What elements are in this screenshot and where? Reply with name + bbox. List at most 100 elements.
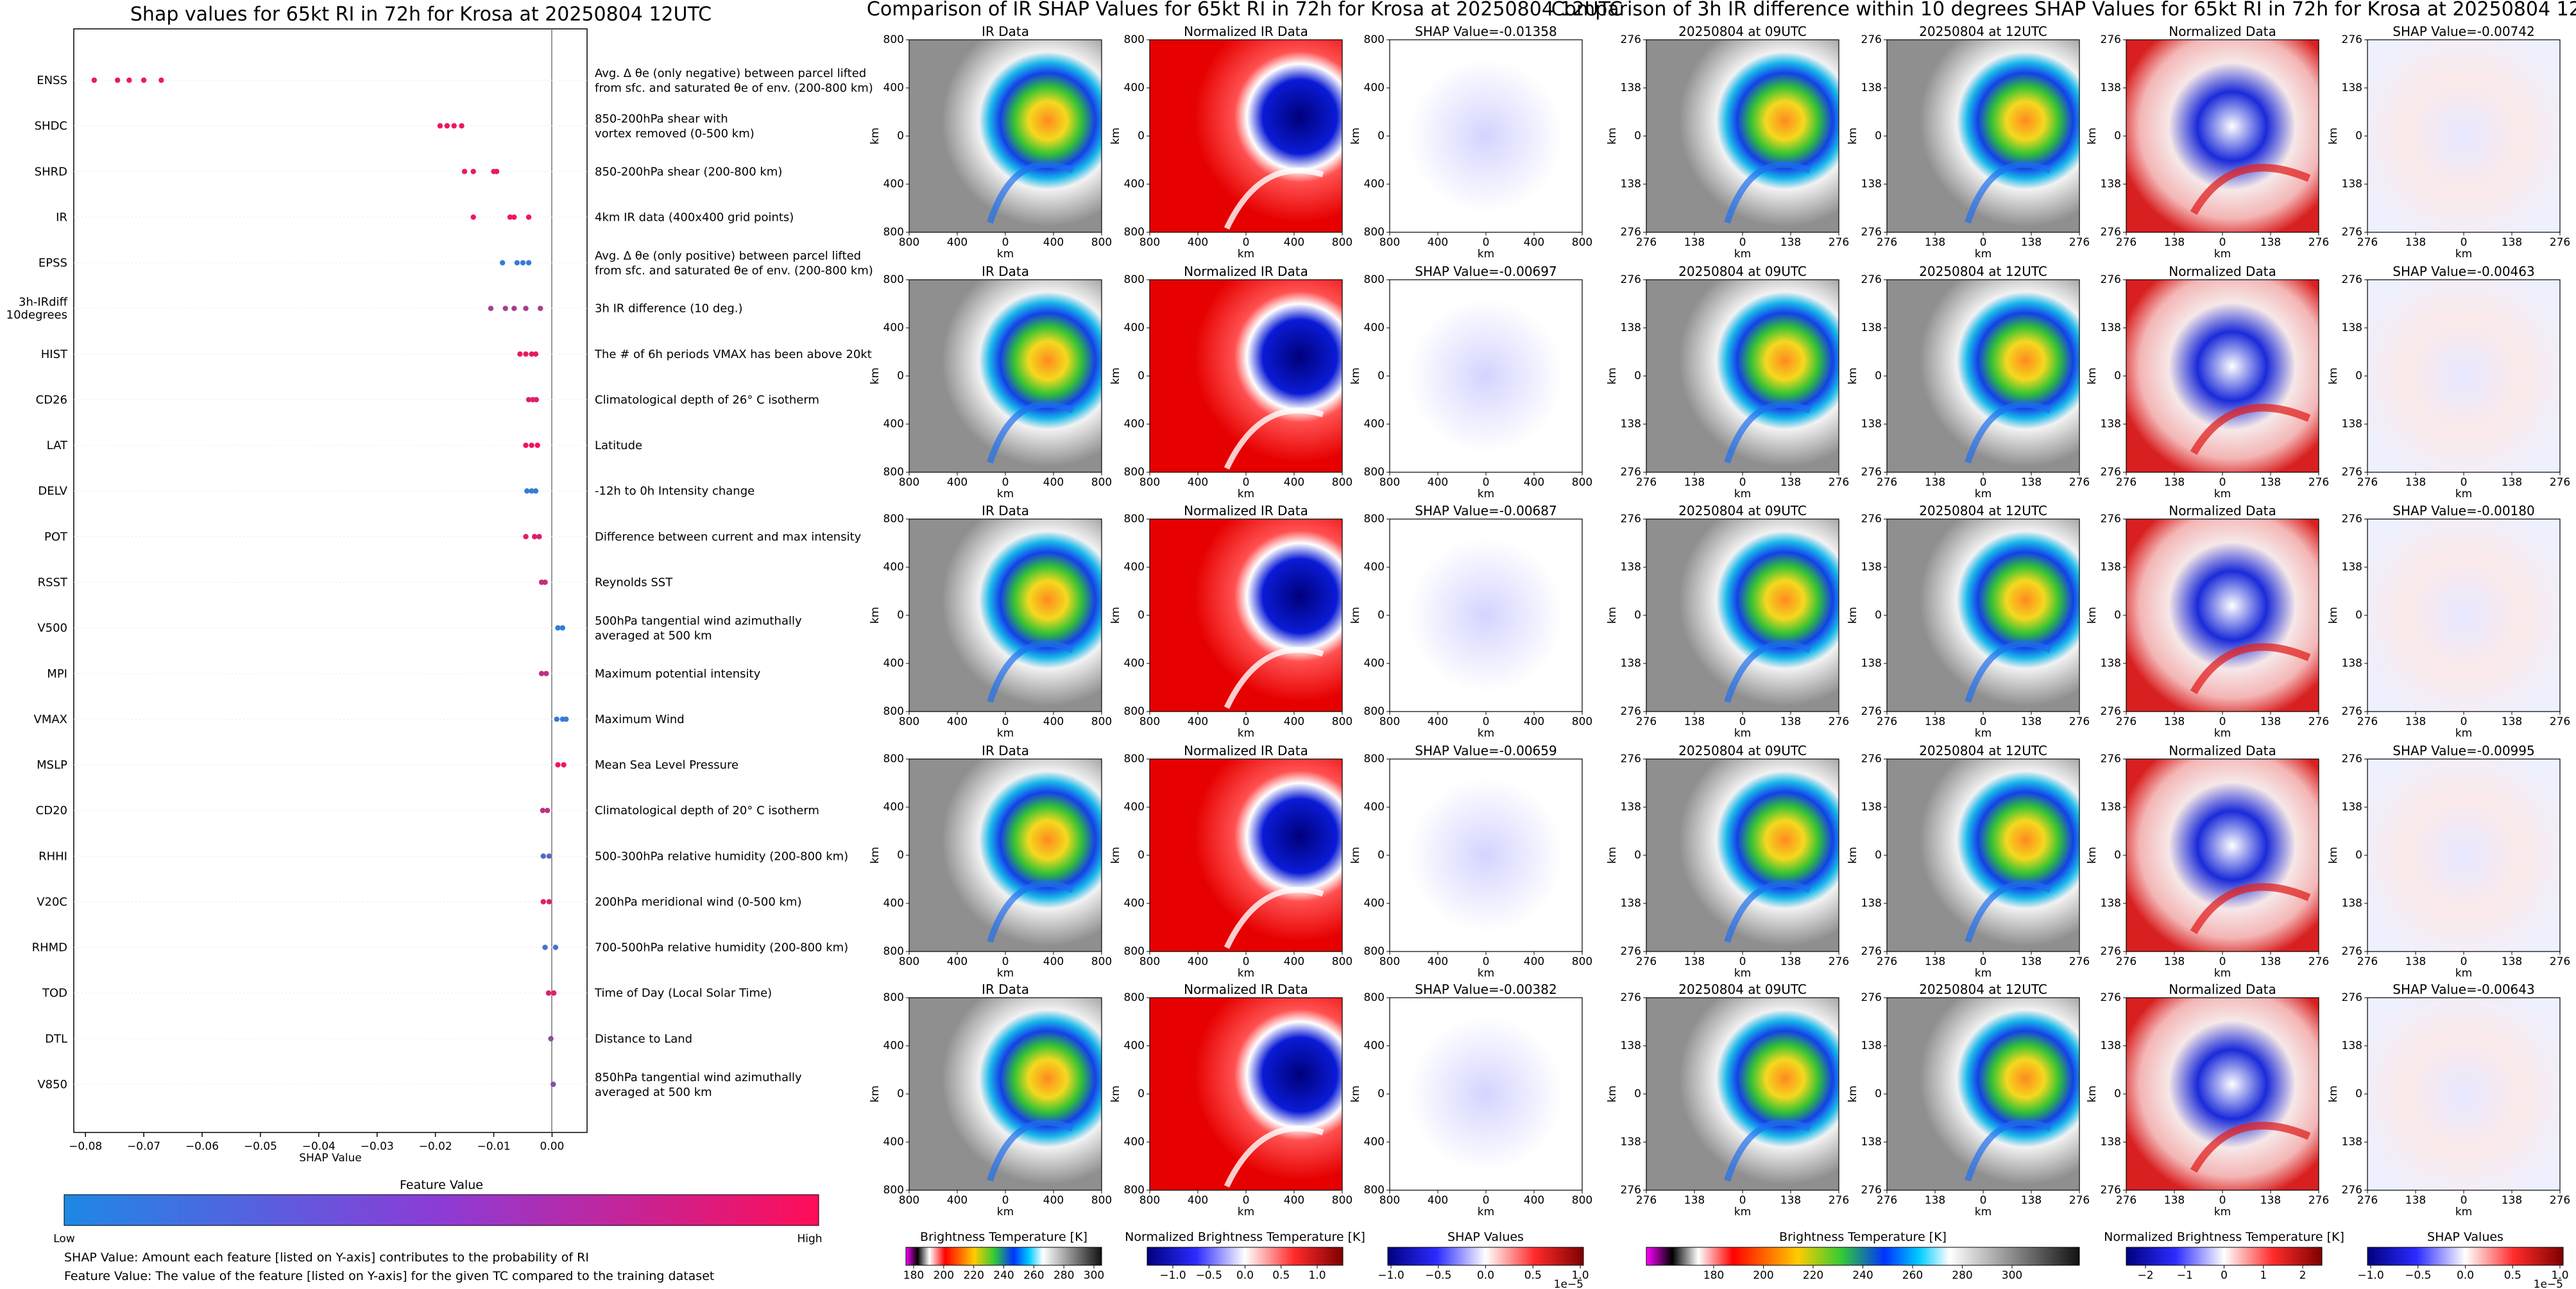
feature-name-line: V500 [37, 622, 67, 635]
shap-point [525, 214, 532, 220]
x-tick-label: 276 [1877, 715, 1897, 728]
feature-value-colorbar-title: Feature Value [400, 1178, 483, 1192]
x-tick-label: 138 [2021, 955, 2042, 968]
x-axis-label: km [1238, 727, 1254, 740]
feature-name-line: POT [44, 530, 68, 543]
y-tick-label: 800 [1124, 945, 1145, 958]
feature-description-line: Distance to Land [595, 1032, 692, 1046]
feature-name-label: LAT [47, 439, 68, 452]
y-tick-label: 138 [1861, 801, 1882, 814]
shap-point [533, 488, 539, 494]
y-tick-label: 400 [883, 561, 904, 574]
shap-point [540, 853, 547, 859]
y-tick-label: 0 [1634, 130, 1641, 142]
cloud-band [2190, 643, 2311, 694]
y-tick-label: 276 [2101, 33, 2121, 46]
feature-name-line: V20C [37, 895, 67, 909]
x-tick-label: 276 [2550, 715, 2570, 728]
colorbar [2367, 1247, 2564, 1266]
feature-name-line: ENSS [37, 74, 67, 87]
x-tick-label: 0 [1002, 236, 1009, 249]
shap-point [511, 214, 517, 220]
x-axis-label: km [2214, 967, 2231, 980]
colorbar-low-label: Low [53, 1233, 75, 1245]
image-subplot-title: SHAP Value=-0.00742 [2393, 24, 2534, 39]
colorbar-title: Brightness Temperature [K] [1779, 1230, 1947, 1244]
colorbar-tick-label: 220 [1803, 1269, 1823, 1282]
x-axis-label: km [997, 967, 1014, 980]
y-tick-label: 0 [2355, 1088, 2362, 1100]
colorbar-title: SHAP Values [2427, 1230, 2503, 1244]
y-tick-label: 138 [1621, 657, 1641, 670]
y-tick-label: 800 [1124, 466, 1145, 479]
cloud-band [1224, 1125, 1324, 1188]
image-subplot-title: 20250804 at 12UTC [1919, 503, 2047, 518]
y-tick-label: 138 [1861, 897, 1882, 910]
y-tick-label: 276 [1621, 991, 1641, 1004]
feature-value-colorbar [64, 1194, 819, 1226]
x-tick-label: 400 [1524, 955, 1544, 968]
y-tick-label: 276 [1621, 1184, 1641, 1197]
shap-point [459, 123, 465, 129]
x-tick-label: 276 [2069, 476, 2090, 489]
feature-name-label: SHDC [35, 119, 67, 133]
colorbar-tick-label: 220 [963, 1269, 984, 1282]
colorbar-tick-label: 0 [2221, 1269, 2228, 1282]
y-tick-label: 138 [2342, 178, 2362, 191]
y-tick-label: 0 [1634, 849, 1641, 862]
image-subplot [1149, 279, 1343, 473]
x-tick-label: 0 [1483, 1194, 1490, 1207]
feature-description-line: Latitude [595, 439, 642, 452]
x-tick-label: 0 [1002, 476, 1009, 489]
x-tick-label: 400 [1043, 1194, 1064, 1207]
y-tick-label: 0 [1378, 130, 1385, 142]
y-axis-label: km [2327, 368, 2340, 384]
x-tick-label: 800 [1379, 955, 1400, 968]
feature-name-line: RSST [38, 576, 68, 590]
x-tick-label: 138 [2405, 715, 2426, 728]
x-tick-label: 0 [1002, 715, 1009, 728]
cloud-band [2190, 404, 2311, 455]
y-tick-label: 400 [1364, 897, 1385, 910]
y-tick-label: 138 [2101, 801, 2121, 814]
y-tick-label: 0 [1138, 849, 1145, 862]
cloud-band [1724, 401, 1811, 464]
feature-name-line: SHRD [35, 165, 67, 178]
y-tick-label: 138 [1861, 178, 1882, 191]
image-subplot [2126, 518, 2319, 712]
image-subplot [1886, 518, 2080, 712]
feature-description-label: Climatological depth of 20° C isotherm [595, 804, 819, 817]
x-tick-label: −0.02 [419, 1140, 452, 1153]
y-tick-label: 138 [2342, 1039, 2362, 1052]
image-subplot-title: Normalized Data [2169, 24, 2276, 39]
y-axis-label: km [1109, 368, 1122, 384]
y-axis-label: km [2086, 847, 2099, 864]
x-tick-label: 0 [1483, 715, 1490, 728]
y-tick-label: 138 [1621, 897, 1641, 910]
x-tick-label: 0 [1002, 955, 1009, 968]
feature-description-label: Maximum Wind [595, 713, 685, 726]
x-tick-label: 400 [1043, 715, 1064, 728]
image-subplot-title: Normalized Data [2169, 503, 2276, 518]
x-tick-label: 0 [2461, 1194, 2468, 1207]
y-tick-label: 400 [883, 657, 904, 670]
feature-name-line: TOD [42, 987, 67, 1000]
y-tick-label: 276 [1621, 226, 1641, 239]
y-tick-label: 138 [1861, 657, 1882, 670]
shap-summary-title: Shap values for 65kt RI in 72h for Krosa… [130, 3, 712, 26]
feature-description-label: 4km IR data (400x400 grid points) [595, 210, 794, 224]
colorbar-tick-label: 1.0 [2551, 1269, 2568, 1282]
shap-point [544, 807, 550, 814]
y-axis-label: km [869, 128, 882, 144]
x-tick-label: 400 [1043, 955, 1064, 968]
image-subplot [1389, 279, 1583, 473]
y-tick-label: 400 [1124, 321, 1145, 334]
x-tick-label: 138 [2502, 1194, 2522, 1207]
feature-name-line: LAT [47, 439, 68, 452]
irdiff-comparison-title: Comparison of 3h IR difference within 10… [1551, 0, 2576, 21]
x-tick-label: 800 [1572, 1194, 1592, 1207]
y-tick-label: 800 [1364, 33, 1385, 46]
shap-point [461, 169, 468, 175]
y-tick-label: 0 [1138, 370, 1145, 382]
